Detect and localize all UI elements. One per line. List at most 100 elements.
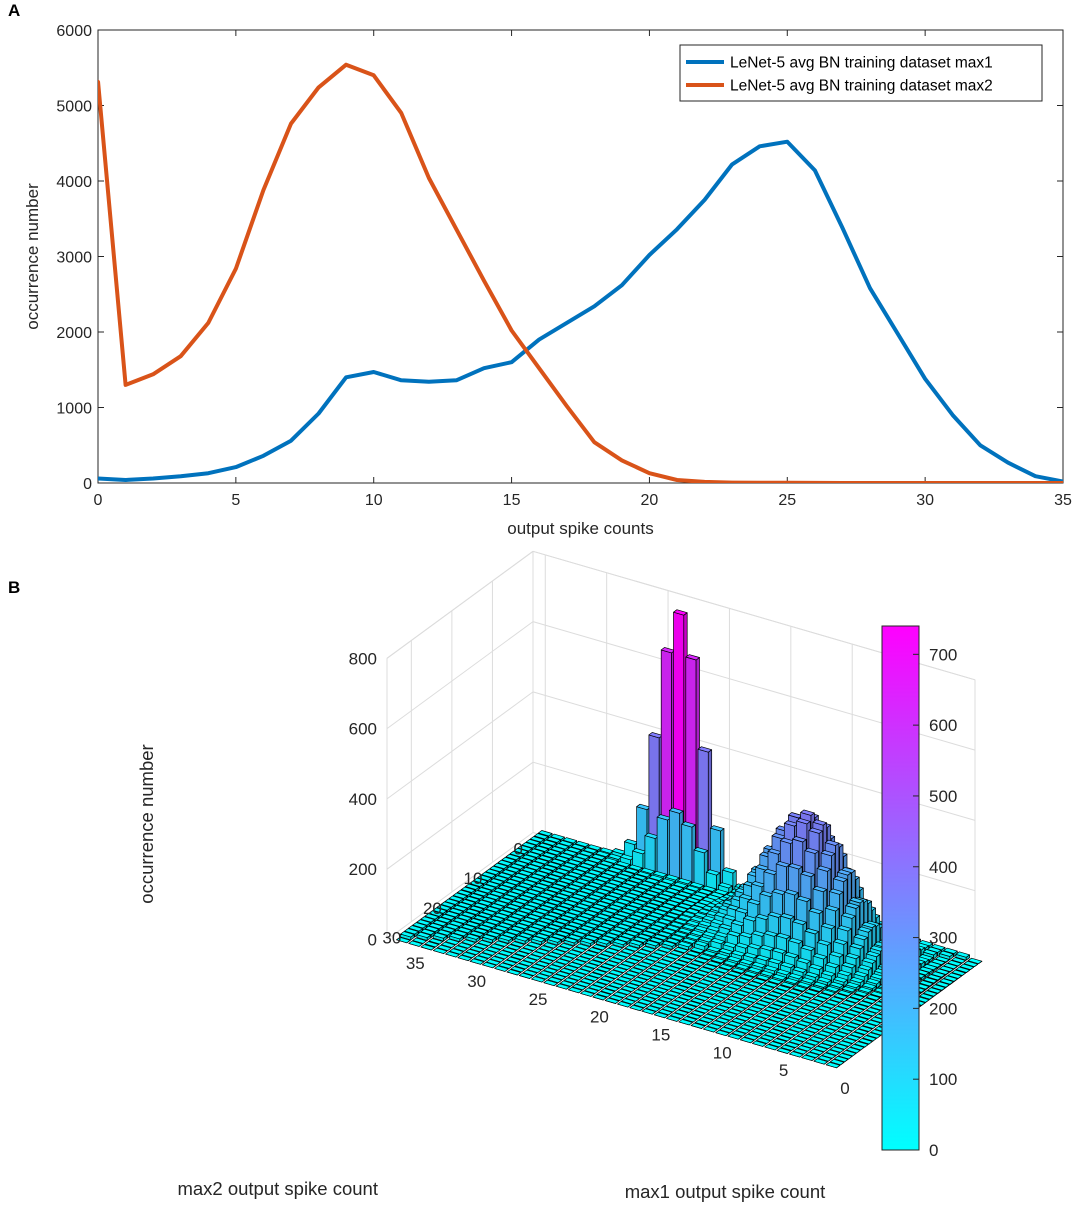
data-point-s1 [868, 286, 872, 290]
bar-3d [518, 947, 534, 954]
bar-face-top [530, 911, 546, 918]
bar-face-top [538, 892, 554, 899]
bar-face-top [575, 878, 590, 885]
grid-line [386, 621, 534, 730]
bar-face-top [652, 870, 668, 878]
bar-face-top [514, 897, 529, 905]
bar-3d [551, 961, 566, 968]
bar-face-top [547, 964, 562, 971]
bar-face-top [542, 852, 557, 859]
bar-face-top [628, 877, 643, 884]
bar-face-top [457, 942, 472, 949]
bar-face-top [607, 853, 623, 860]
bar-face-top [501, 894, 517, 901]
bar-face-top [542, 914, 558, 921]
bar-face-top [535, 973, 550, 980]
data-point-s2 [675, 478, 679, 482]
bar-3d [559, 967, 575, 975]
bar-face-top [640, 867, 655, 874]
bar-face-top [535, 948, 550, 955]
bar-face-top [510, 966, 526, 973]
bar-face-top [444, 898, 460, 905]
bar-face-top [465, 896, 480, 903]
bar-face-top [525, 839, 541, 846]
bar-3d [473, 955, 489, 962]
bar-face-top [432, 907, 448, 914]
bar-face-top [555, 970, 571, 978]
bar-face-top [554, 880, 570, 887]
bar-face-top [562, 862, 578, 869]
bar-face-top [583, 922, 599, 929]
bar-3d [555, 970, 571, 978]
data-point-s1 [978, 443, 982, 447]
bar-face-top [489, 903, 505, 910]
data-point-s2 [179, 354, 183, 358]
bar-face-top [457, 954, 472, 962]
bar-3d [575, 943, 591, 950]
bar-face-top [453, 905, 468, 912]
bar-face-top [546, 911, 562, 918]
bar-face-top [550, 896, 566, 903]
bar-face-top [457, 902, 472, 909]
bar-3d [481, 949, 497, 956]
bar-face-top [490, 956, 505, 963]
x-tick-label: 15 [503, 492, 521, 509]
bar-3d [502, 959, 517, 966]
bar-face-top [530, 935, 546, 943]
bar-face-top [489, 878, 504, 885]
bar-face-top [416, 931, 431, 939]
bar-3d [416, 931, 431, 941]
bar-3d [669, 807, 684, 882]
bar-face-top [644, 832, 659, 839]
bar-face-top [608, 892, 623, 899]
bar-face-top [592, 928, 607, 936]
bar-face-top [506, 903, 521, 911]
bar-3d [522, 944, 538, 951]
bar-face-top [583, 872, 598, 879]
y-tick-label: 1000 [56, 401, 92, 418]
bar-face-top [502, 931, 517, 939]
bar-3d [543, 942, 558, 949]
bar-face-top [518, 919, 533, 927]
bar-face-top [489, 928, 505, 935]
bar-3d [543, 954, 558, 962]
bar-3d [490, 943, 505, 950]
bar-face-top [481, 884, 496, 891]
bar-face-top [534, 933, 550, 940]
bar-3d [522, 957, 538, 964]
bar-face-top [665, 887, 680, 894]
bar-face-top [485, 931, 501, 938]
bar-face-top [546, 874, 562, 881]
y-tick-label: 6000 [56, 23, 92, 40]
bar-face-top [543, 927, 558, 934]
bar-face-top [624, 905, 639, 912]
bar-face-top [428, 922, 444, 930]
bar-face-top [530, 873, 545, 880]
bar-face-top [445, 923, 460, 930]
data-point-s1 [758, 144, 762, 148]
data-point-s2 [951, 481, 955, 483]
bar-face-top [575, 915, 590, 922]
bar-face-top [579, 912, 595, 920]
data-point-s1 [316, 411, 321, 416]
bar3d-chart: 0200400600800010203005101520253035occurr… [136, 550, 983, 1202]
bar-face-top [571, 881, 586, 888]
bar-face-top [555, 930, 570, 937]
bar-face-top [571, 918, 586, 925]
bar-3d [465, 933, 480, 943]
bar-face-top [595, 863, 610, 870]
bar-face-top [591, 866, 606, 873]
bar-face-top [534, 845, 549, 852]
x-tick-label: 20 [641, 492, 659, 509]
bar-face-top [584, 950, 599, 957]
bar-face-top [591, 903, 607, 911]
bar-face-top [437, 944, 452, 951]
bar-face-top [518, 960, 534, 967]
bar-3d [510, 953, 525, 960]
bar-face-top [510, 888, 525, 895]
bar-face-top [432, 947, 448, 954]
bar-3d [579, 937, 595, 947]
bar-face-top [526, 926, 542, 933]
bar-3d [592, 944, 607, 951]
bar-face-top [477, 912, 492, 919]
